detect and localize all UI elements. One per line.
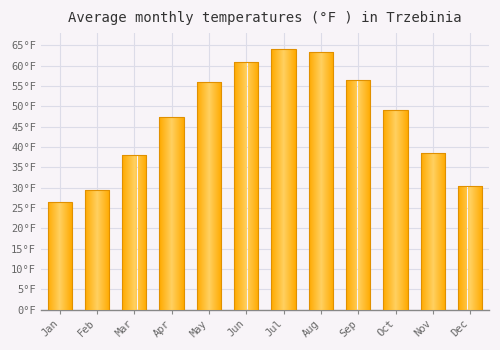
Bar (346, 80, 370, 309)
Bar (48, 202, 72, 309)
Bar (234, 62, 258, 309)
Bar (197, 82, 221, 309)
Bar (458, 186, 482, 309)
Bar (384, 111, 407, 309)
Title: Average monthly temperatures (°F ) in Trzebinia: Average monthly temperatures (°F ) in Tr… (68, 11, 462, 25)
Bar (85, 190, 109, 309)
Bar (309, 51, 333, 309)
Bar (421, 153, 445, 309)
Bar (122, 155, 146, 309)
Bar (160, 117, 184, 309)
Bar (272, 49, 295, 309)
